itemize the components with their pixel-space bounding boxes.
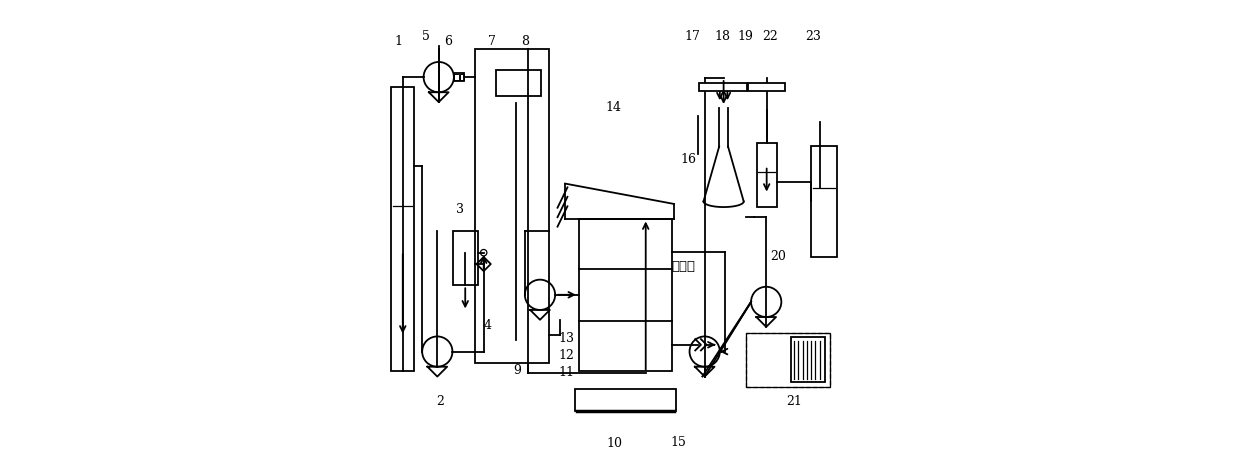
Text: 21: 21: [786, 395, 802, 408]
Bar: [497, 70, 541, 96]
Text: 2: 2: [436, 395, 444, 408]
Text: 11: 11: [559, 367, 575, 379]
Bar: [453, 231, 477, 285]
Text: 19: 19: [737, 30, 753, 43]
Bar: [812, 146, 838, 257]
Bar: [580, 219, 672, 370]
Text: 浓缩液: 浓缩液: [670, 260, 695, 273]
Text: 10: 10: [607, 437, 623, 450]
Text: 9: 9: [513, 364, 522, 377]
Text: 15: 15: [670, 436, 686, 449]
Bar: [575, 389, 676, 411]
Text: 23: 23: [805, 30, 821, 43]
Bar: [746, 333, 830, 387]
Bar: [453, 73, 465, 81]
Bar: [455, 74, 458, 80]
Bar: [460, 74, 463, 80]
Bar: [757, 143, 777, 207]
Text: 6: 6: [445, 35, 452, 48]
Text: 13: 13: [559, 332, 575, 345]
Text: 5: 5: [421, 30, 430, 43]
Text: 3: 3: [456, 203, 463, 216]
Text: 12: 12: [559, 349, 575, 362]
Bar: [746, 333, 830, 387]
Bar: [790, 337, 825, 382]
Bar: [476, 49, 549, 363]
Text: 1: 1: [394, 35, 401, 48]
Text: 16: 16: [680, 153, 696, 167]
Text: 14: 14: [606, 101, 622, 114]
Text: 17: 17: [684, 30, 700, 43]
Text: 8: 8: [520, 35, 529, 48]
Text: 22: 22: [762, 30, 778, 43]
Text: 4: 4: [484, 319, 492, 332]
Bar: [392, 87, 414, 370]
Text: 18: 18: [715, 30, 731, 43]
Text: 20: 20: [771, 250, 786, 263]
Bar: [748, 83, 786, 91]
Bar: [699, 83, 747, 91]
Text: 7: 7: [488, 35, 496, 48]
